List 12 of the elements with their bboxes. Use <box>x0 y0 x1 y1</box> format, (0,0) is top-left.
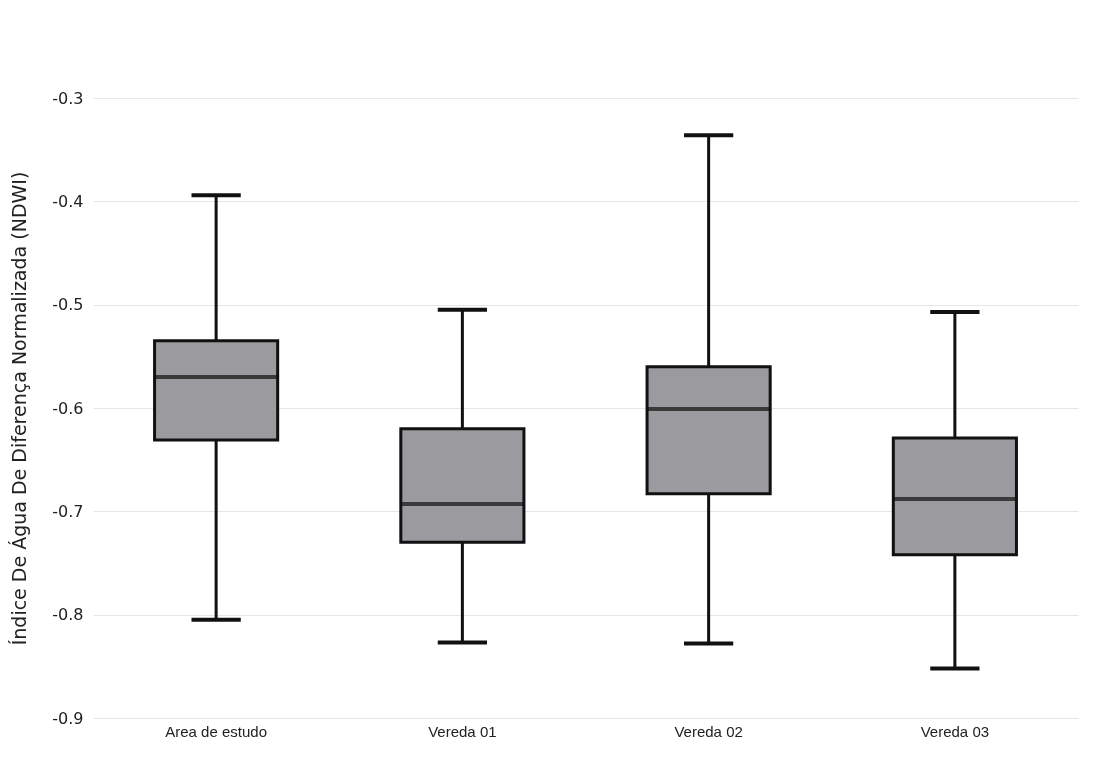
x-tick-label: Vereda 02 <box>674 722 743 740</box>
y-tick-label: -0.9 <box>52 708 84 728</box>
y-tick-label: -0.3 <box>52 88 84 108</box>
x-tick-label: Vereda 01 <box>428 722 497 740</box>
y-tick-label: -0.4 <box>52 191 84 211</box>
x-tick-label: Vereda 03 <box>920 722 990 740</box>
y-tick-label: -0.6 <box>52 398 84 418</box>
y-tick-label: -0.8 <box>52 605 84 625</box>
y-tick-label: -0.5 <box>52 295 84 315</box>
y-axis-title: Índice De Água De Diferença Normalizada (NDWI) <box>8 171 31 646</box>
y-tick-label: -0.7 <box>52 501 84 521</box>
x-tick-label: Area de estudo <box>165 722 267 740</box>
